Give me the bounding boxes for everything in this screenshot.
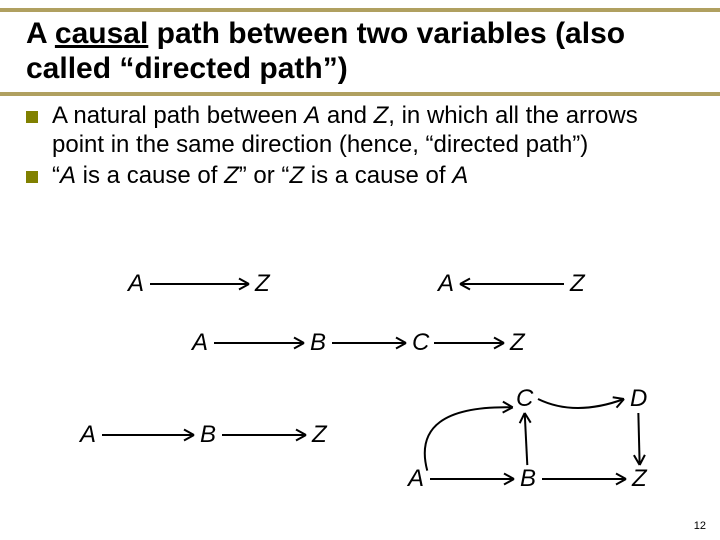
node-d5-C: C <box>516 385 533 413</box>
b2-t3: ” or “ <box>239 162 290 189</box>
bullet-2-text: “A is a cause of Z” or “Z is a cause of … <box>52 161 694 190</box>
accent-bar-mid <box>0 92 720 96</box>
node-d5-A: A <box>408 465 424 493</box>
title-underline: causal <box>55 17 148 50</box>
bullet-list: A natural path between A and Z, in which… <box>26 101 694 191</box>
node-d4-A: A <box>80 421 96 449</box>
slide-title: A causal path between two variables (als… <box>26 16 694 87</box>
node-d3-C: C <box>412 329 429 357</box>
node-d4-B: B <box>200 421 216 449</box>
arrows-svg <box>0 255 720 525</box>
accent-bar-top <box>0 8 720 12</box>
bullet-1: A natural path between A and Z, in which… <box>26 101 694 160</box>
bullet-marker-icon <box>26 111 38 123</box>
node-d4-Z: Z <box>312 421 327 449</box>
bullet-marker-icon <box>26 171 38 183</box>
b2-i4: A <box>452 162 468 189</box>
bullet-1-text: A natural path between A and Z, in which… <box>52 101 694 160</box>
node-d1-Z: Z <box>255 270 270 298</box>
b1-t1: A natural path between <box>52 102 304 129</box>
bullet-2: “A is a cause of Z” or “Z is a cause of … <box>26 161 694 190</box>
b2-i3: Z <box>289 162 304 189</box>
node-d3-A: A <box>192 329 208 357</box>
b2-i2: Z <box>224 162 239 189</box>
node-d2-Z: Z <box>570 270 585 298</box>
node-d2-A: A <box>438 270 454 298</box>
b2-i1: A <box>60 162 76 189</box>
node-d3-Z: Z <box>510 329 525 357</box>
b2-t2: is a cause of <box>76 162 224 189</box>
title-part1: A <box>26 17 55 50</box>
b1-i2: Z <box>374 102 389 129</box>
node-d5-Z: Z <box>632 465 647 493</box>
b1-t2: and <box>320 102 373 129</box>
b2-t1: “ <box>52 162 60 189</box>
b2-t4: is a cause of <box>304 162 452 189</box>
diagram-area: AZAZABCZABZCDABZ <box>0 255 720 525</box>
node-d1-A: A <box>128 270 144 298</box>
node-d3-B: B <box>310 329 326 357</box>
b1-i1: A <box>304 102 320 129</box>
node-d5-D: D <box>630 385 647 413</box>
page-number: 12 <box>694 520 706 532</box>
node-d5-B: B <box>520 465 536 493</box>
